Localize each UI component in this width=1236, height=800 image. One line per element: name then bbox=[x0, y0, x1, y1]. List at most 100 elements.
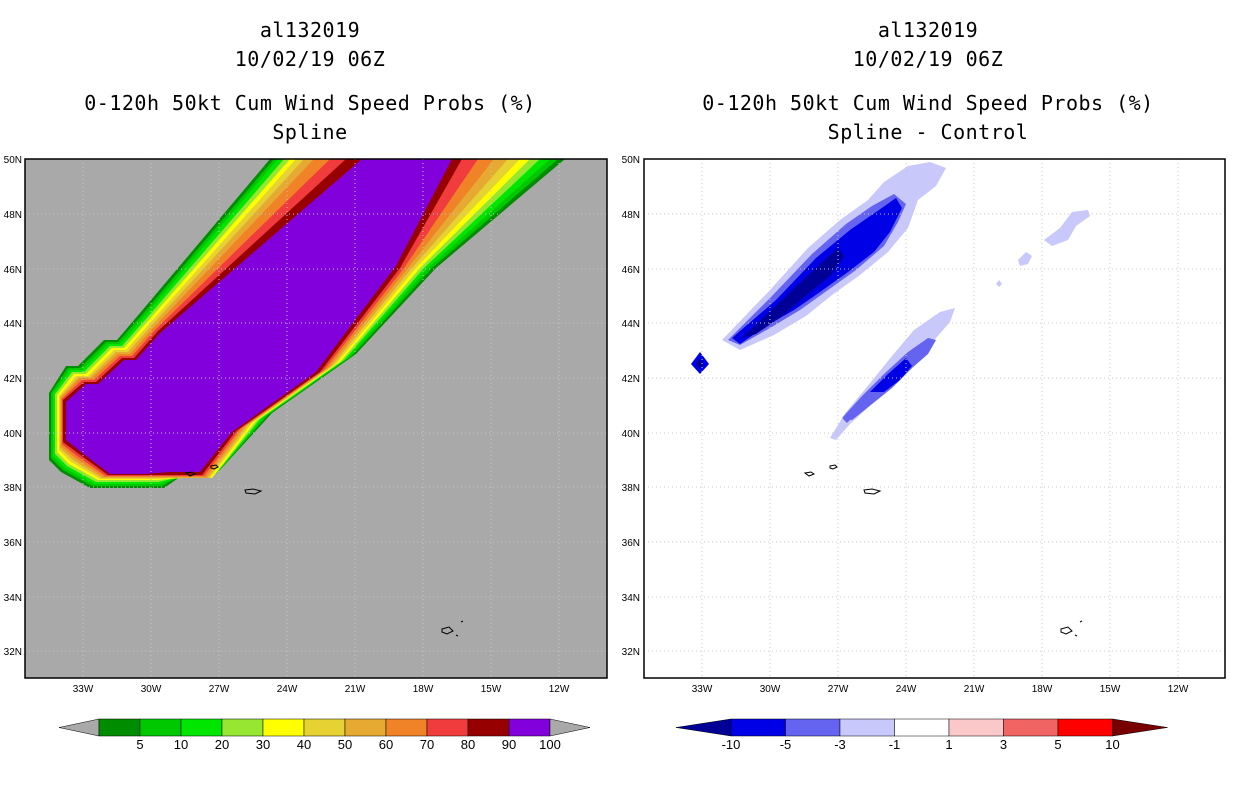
lon-tick: 21W bbox=[964, 684, 985, 695]
colorbar-swatch bbox=[785, 718, 841, 737]
lat-tick: 46N bbox=[622, 265, 640, 276]
diff-blob-small bbox=[996, 280, 1002, 287]
right-title-storm: al132019 bbox=[877, 18, 979, 42]
diff-blob-small bbox=[843, 412, 852, 423]
diff-blob-small bbox=[1044, 210, 1090, 246]
colorbar-label: 60 bbox=[379, 737, 393, 752]
left-lat-ticks: 50N 48N 46N 44N 42N 40N 38N 36N 34N 32N bbox=[4, 155, 22, 658]
right-islands bbox=[803, 464, 1083, 637]
right-map-background bbox=[644, 159, 1225, 678]
colorbar-swatch bbox=[508, 718, 551, 737]
colorbar-swatch bbox=[385, 718, 428, 737]
diff-region-south-minus5 bbox=[870, 358, 912, 392]
lat-tick: 36N bbox=[622, 538, 640, 549]
left-map-frame bbox=[24, 158, 608, 679]
colorbar-swatch bbox=[426, 718, 469, 737]
left-islands bbox=[184, 464, 464, 637]
colorbar-end-low bbox=[58, 718, 100, 737]
colorbar-swatch bbox=[730, 718, 786, 737]
lon-tick: 27W bbox=[209, 684, 230, 695]
right-gridlines bbox=[644, 159, 1225, 678]
colorbar-label: 100 bbox=[539, 737, 561, 752]
colorbar-label: 10 bbox=[174, 737, 188, 752]
right-lat-ticks: 50N 48N 46N 44N 42N 40N 38N 36N 34N 32N bbox=[622, 155, 640, 658]
colorbar-label: 70 bbox=[420, 737, 434, 752]
colorbar-swatch bbox=[221, 718, 264, 737]
colorbar-label: 80 bbox=[461, 737, 475, 752]
lon-tick: 12W bbox=[1168, 684, 1189, 695]
colorbar-swatch bbox=[139, 718, 182, 737]
lat-tick: 38N bbox=[4, 483, 22, 494]
colorbar-end-high bbox=[1112, 718, 1168, 737]
left-title-subtitle: Spline bbox=[272, 120, 348, 144]
lat-tick: 44N bbox=[622, 319, 640, 330]
left-map: 50N 48N 46N 44N 42N 40N 38N 36N 34N 32N … bbox=[4, 155, 608, 695]
colorbar-label: -5 bbox=[780, 737, 792, 752]
left-colorbar: 5 10 20 30 40 50 60 70 80 90 100 bbox=[58, 718, 591, 752]
diff-region-minus10 bbox=[742, 248, 844, 338]
diff-blob-small bbox=[1018, 252, 1032, 266]
left-title-date: 10/02/19 06Z bbox=[234, 47, 386, 71]
colorbar-swatch bbox=[344, 718, 387, 737]
diff-blob-isolated-core bbox=[696, 358, 704, 369]
colorbar-swatch bbox=[1003, 718, 1059, 737]
left-title-storm: al132019 bbox=[259, 18, 361, 42]
colorbar-swatch bbox=[467, 718, 510, 737]
lon-tick: 12W bbox=[549, 684, 570, 695]
right-title: al132019 10/02/19 06Z 0-120h 50kt Cum Wi… bbox=[628, 16, 1228, 147]
lat-tick: 50N bbox=[4, 155, 22, 166]
colorbar-swatch bbox=[948, 718, 1004, 737]
swath-band-100 bbox=[66, 159, 452, 474]
colorbar-swatch bbox=[98, 718, 141, 737]
right-colorbar: -10 -5 -3 -1 1 3 5 10 bbox=[675, 718, 1168, 752]
left-title: al132019 10/02/19 06Z 0-120h 50kt Cum Wi… bbox=[10, 16, 610, 147]
lon-tick: 24W bbox=[277, 684, 298, 695]
colorbar-swatch bbox=[303, 718, 346, 737]
colorbar-label: 5 bbox=[136, 737, 143, 752]
lon-tick: 33W bbox=[692, 684, 713, 695]
colorbar-swatch bbox=[1057, 718, 1113, 737]
colorbar-label: -10 bbox=[722, 737, 741, 752]
colorbar-end-high bbox=[549, 718, 591, 737]
lat-tick: 48N bbox=[4, 210, 22, 221]
right-difference-contours bbox=[691, 162, 1090, 440]
colorbar-label: 1 bbox=[945, 737, 952, 752]
lat-tick: 42N bbox=[622, 374, 640, 385]
right-title-product: 0-120h 50kt Cum Wind Speed Probs (%) bbox=[702, 91, 1154, 115]
lon-tick: 27W bbox=[828, 684, 849, 695]
colorbar-end-low bbox=[675, 718, 732, 737]
colorbar-swatch bbox=[839, 718, 895, 737]
left-title-product: 0-120h 50kt Cum Wind Speed Probs (%) bbox=[84, 91, 536, 115]
lat-tick: 32N bbox=[4, 647, 22, 658]
left-probability-swath bbox=[49, 159, 565, 488]
lon-tick: 18W bbox=[1032, 684, 1053, 695]
colorbar-label: 3 bbox=[1000, 737, 1007, 752]
left-lon-ticks: 33W 30W 27W 24W 21W 18W 15W 12W bbox=[73, 684, 570, 695]
lon-tick: 24W bbox=[896, 684, 917, 695]
lat-tick: 50N bbox=[622, 155, 640, 166]
lon-tick: 33W bbox=[73, 684, 94, 695]
colorbar-label: 10 bbox=[1105, 737, 1119, 752]
right-title-subtitle: Spline - Control bbox=[827, 120, 1029, 144]
lon-tick: 18W bbox=[413, 684, 434, 695]
lon-tick: 21W bbox=[345, 684, 366, 695]
colorbar-label: 90 bbox=[502, 737, 516, 752]
left-gridlines bbox=[25, 159, 607, 678]
colorbar-label: 50 bbox=[338, 737, 352, 752]
lat-tick: 38N bbox=[622, 483, 640, 494]
lon-tick: 15W bbox=[1100, 684, 1121, 695]
lat-tick: 44N bbox=[4, 319, 22, 330]
lat-tick: 34N bbox=[4, 593, 22, 604]
colorbar-swatch bbox=[262, 718, 305, 737]
lat-tick: 40N bbox=[622, 429, 640, 440]
lat-tick: 46N bbox=[4, 265, 22, 276]
lat-tick: 42N bbox=[4, 374, 22, 385]
colorbar-label: 20 bbox=[215, 737, 229, 752]
lat-tick: 48N bbox=[622, 210, 640, 221]
lat-tick: 40N bbox=[4, 429, 22, 440]
lon-tick: 30W bbox=[141, 684, 162, 695]
lon-tick: 15W bbox=[481, 684, 502, 695]
right-lon-ticks: 33W 30W 27W 24W 21W 18W 15W 12W bbox=[692, 684, 1189, 695]
colorbar-label: -1 bbox=[889, 737, 901, 752]
